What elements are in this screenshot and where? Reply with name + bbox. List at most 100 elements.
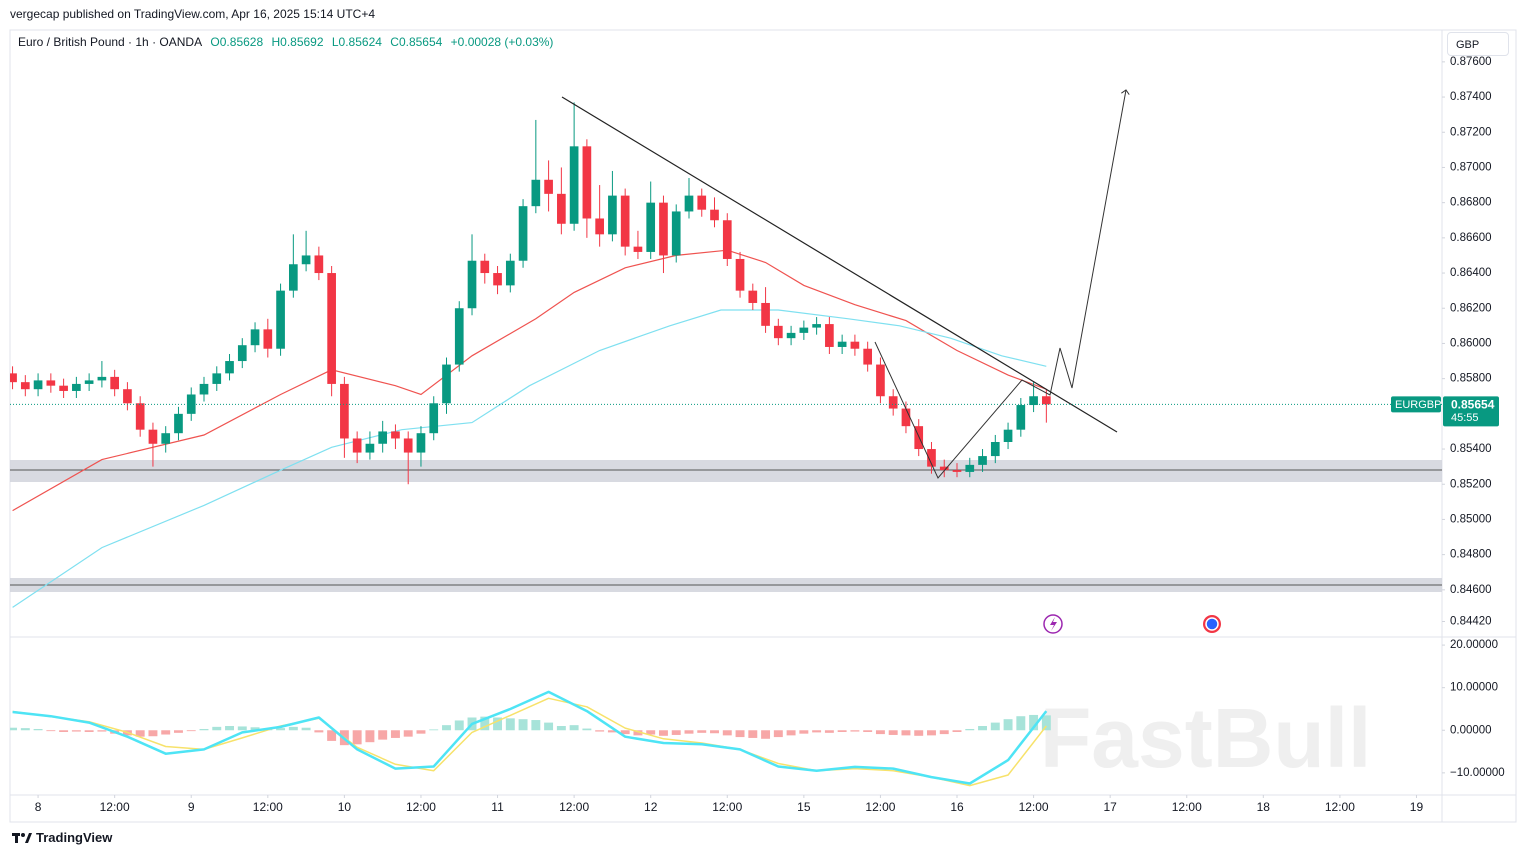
histogram-bar [59,730,69,732]
candle-body [761,302,770,326]
histogram-bar [378,730,388,740]
histogram-bar [722,730,732,736]
candle-body [1042,396,1051,405]
y-tick-label: 0.85200 [1450,478,1492,490]
histogram-bar [952,730,962,732]
candle-body [135,403,145,430]
candle-body [620,195,630,247]
candle-body [250,329,260,346]
x-tick-label: 11 [491,800,504,814]
histogram-bar [761,730,771,739]
footer: TradingView [12,830,112,845]
histogram-bar [569,725,579,731]
histogram-bar [352,730,362,745]
candle-body [429,403,439,434]
histogram-bar [10,727,18,731]
histogram-bar [595,730,605,732]
candle-body [174,413,183,434]
histogram-bar [365,730,375,743]
candle-body [263,329,273,349]
histogram-bar [633,730,643,736]
y-tick-label: 0.86800 [1450,197,1492,209]
candle-body [582,146,592,219]
y-tick-label: 0.87400 [1450,91,1492,103]
legend: Euro / British Pound · 1h · OANDA O0.856… [18,35,558,49]
candle-body [212,373,222,384]
histogram-bar [429,729,439,731]
candle-body [199,383,209,395]
histogram-bar [1016,716,1026,731]
symbol-tag [1391,396,1441,413]
histogram-bar [288,726,298,731]
histogram-bar [748,730,758,738]
x-tick-label: 12:00 [1172,800,1202,814]
candle-body [327,273,336,384]
price-pane [10,102,1051,608]
histogram-bar [1029,714,1039,731]
x-tick-label: 12:00 [406,800,436,814]
candle-body [965,464,975,472]
oscillator-line [12,697,1047,787]
histogram-bar [544,722,554,731]
x-tick-label: 12:00 [1019,800,1049,814]
histogram-bar [901,730,911,736]
candle-body [888,396,898,409]
y-tick-label: 20.00000 [1450,639,1498,651]
candle-body [837,341,847,347]
candle-body [825,324,834,347]
frame [9,29,1517,823]
histogram-bar [658,730,668,736]
legend-open: O0.85628 [210,35,264,49]
candle-body [352,438,362,453]
histogram-bar [786,730,796,736]
histogram-bar [237,726,247,731]
candle-body [1016,405,1026,430]
x-tick-label: 10 [338,800,352,814]
histogram-bar [875,730,885,735]
currency-button[interactable]: GBP [1447,32,1509,56]
histogram-bar [442,725,451,731]
candle-body [403,438,413,453]
y-tick-label: 0.87600 [1450,56,1492,68]
histogram-bar [416,730,426,734]
histogram-bar [646,730,656,735]
x-tick-label: 12:00 [1325,800,1355,814]
candle-body [722,220,732,259]
candle-body [544,179,553,194]
histogram-bar [276,728,286,731]
candle-body [850,341,860,349]
histogram-bar [850,730,860,732]
candle-body [33,380,43,390]
histogram-bar [735,730,745,738]
y-tick-label: 0.86000 [1450,337,1492,349]
candle-body [314,255,324,274]
histogram-bar [33,728,43,731]
candle-body [914,426,924,450]
candle-body [123,389,132,404]
y-tick-label: 0.84420 [1450,616,1492,628]
countdown: 45:55 [1451,412,1479,424]
x-tick-label: 12:00 [712,800,742,814]
histogram-bar [863,730,873,732]
histogram-bar [390,730,400,738]
candle-body [46,380,56,386]
histogram-bar [148,730,158,737]
candle-body [365,443,375,453]
moving-average [12,249,1047,512]
legend-low: L0.85624 [331,35,382,49]
histogram-bar [812,730,822,733]
y-tick-label: 0.85400 [1450,443,1492,455]
candle-body [20,382,30,390]
y-tick-label: 0.87200 [1450,126,1492,138]
candle-body [633,246,643,252]
candle-body [684,195,694,212]
candle-body [59,385,68,391]
x-tick-label: 12:00 [559,800,589,814]
histogram-bar [225,726,234,731]
histogram-bar [250,727,260,731]
y-tick-label: 10.00000 [1450,682,1498,694]
candle-body [595,218,604,235]
x-tick-label: 16 [950,800,964,814]
zones [10,460,1442,592]
